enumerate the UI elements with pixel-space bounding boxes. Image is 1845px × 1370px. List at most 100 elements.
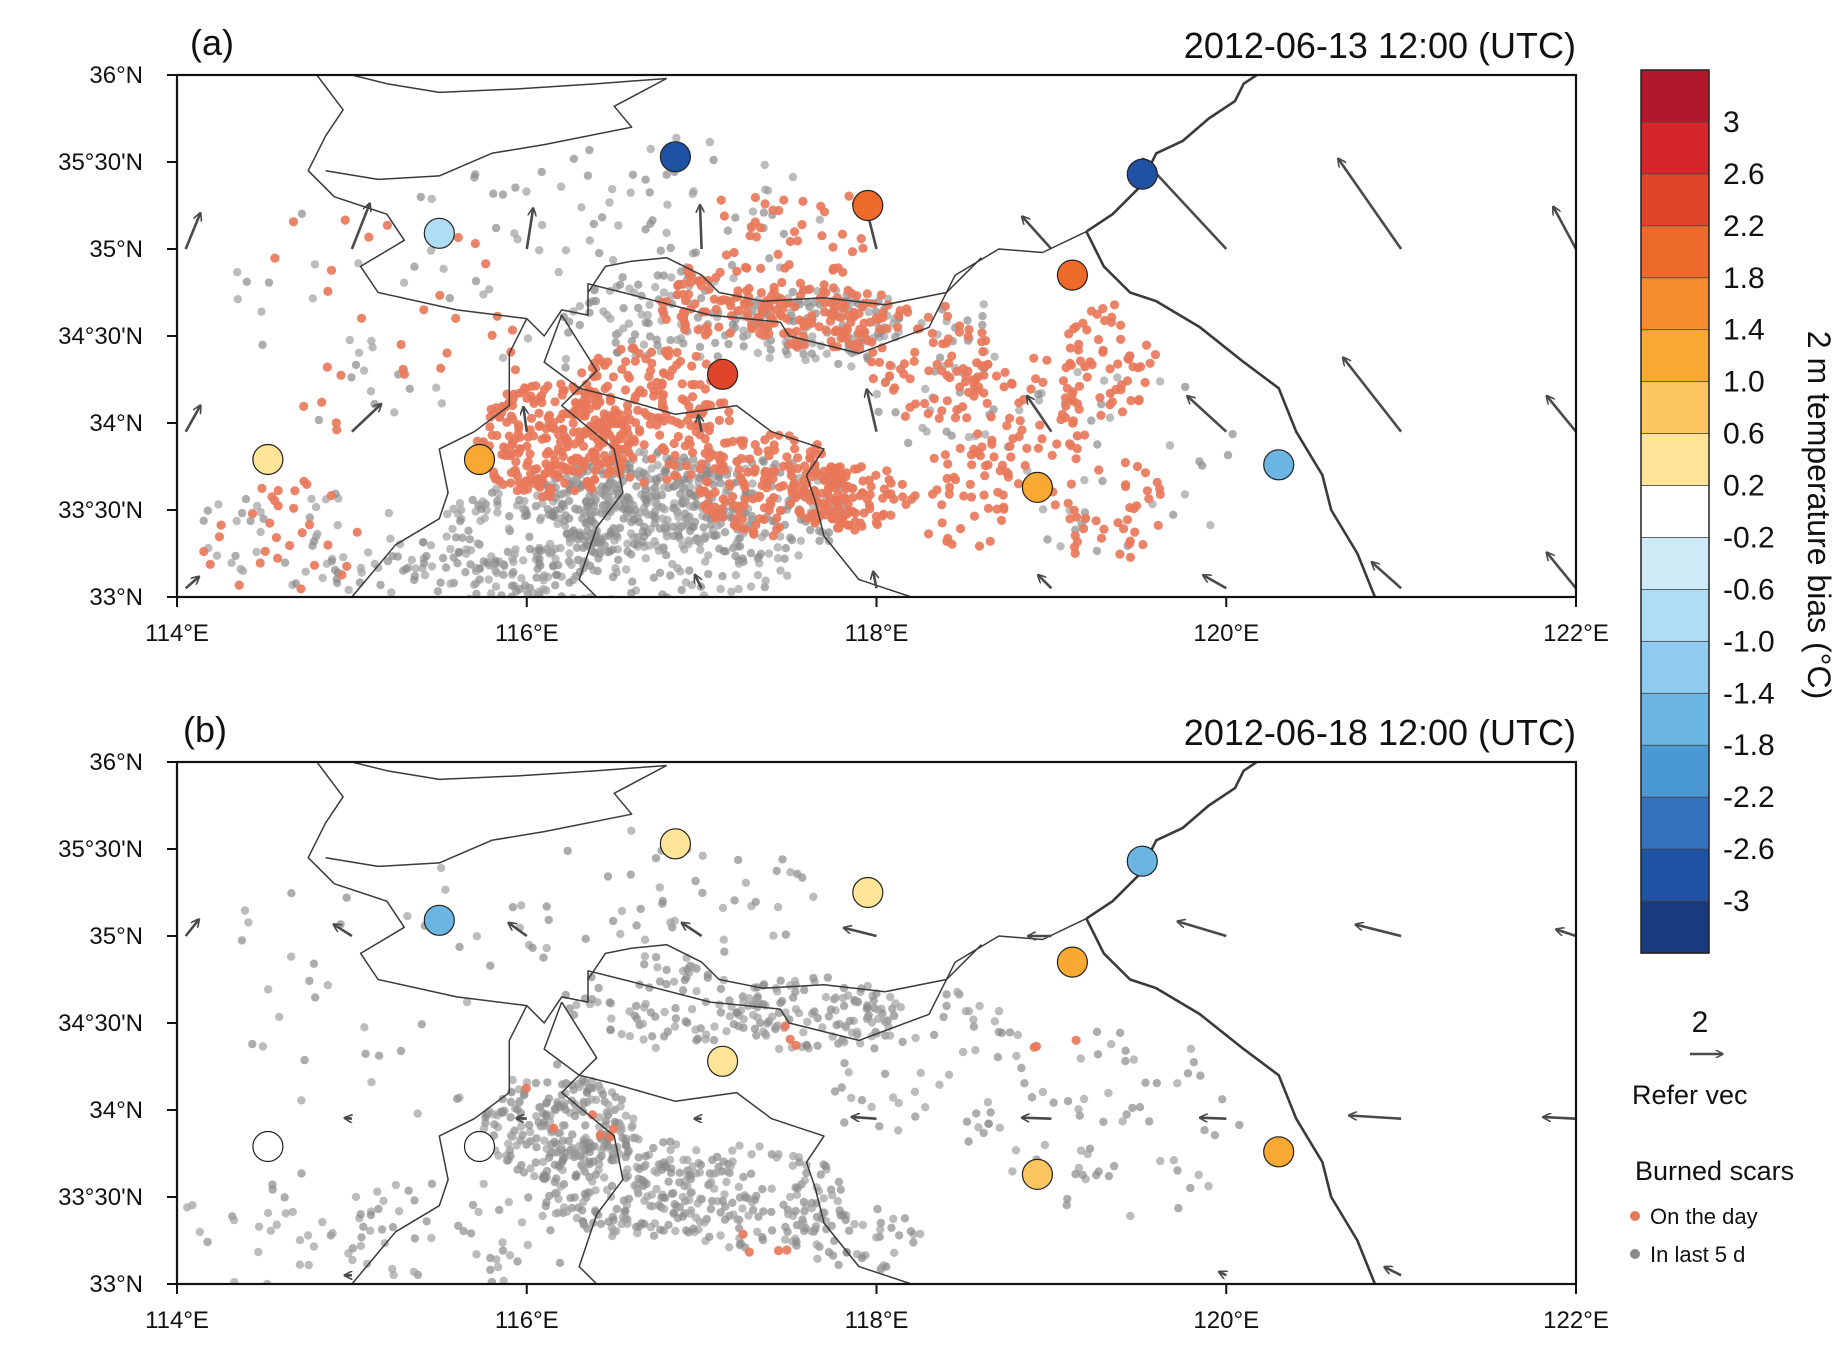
burn-scar-last5d xyxy=(608,1231,617,1241)
burn-scar-today xyxy=(1058,376,1069,386)
burn-scar-last5d xyxy=(264,278,274,287)
burn-scar-today xyxy=(979,388,989,398)
burn-scar-last5d xyxy=(653,461,662,470)
burn-scar-today xyxy=(603,381,613,391)
burn-scar-last5d xyxy=(1204,1181,1213,1191)
burn-scar-last5d xyxy=(639,1003,649,1012)
burn-scar-last5d xyxy=(466,546,476,555)
burn-scar-last5d xyxy=(773,543,782,552)
burn-scar-today xyxy=(487,430,497,440)
burn-scar-today xyxy=(587,394,597,404)
burn-scar-today xyxy=(273,485,283,496)
colorbar-tick-label: 1.0 xyxy=(1723,366,1765,399)
burn-scar-today xyxy=(677,379,687,389)
burn-scar-today xyxy=(506,468,516,478)
burn-scar-last5d xyxy=(203,1237,212,1247)
colorbar-tick-label: -0.2 xyxy=(1723,522,1775,555)
burn-scar-today xyxy=(502,417,512,427)
burn-scar-today xyxy=(989,452,999,462)
wind-vectors-b xyxy=(184,920,1576,1275)
burn-scar-last5d xyxy=(432,383,441,392)
burn-scar-last5d xyxy=(621,1152,630,1162)
burn-scar-today xyxy=(1029,1042,1039,1052)
burn-scar-last5d xyxy=(252,547,261,557)
burn-scar-today xyxy=(1047,450,1057,460)
burn-scar-last5d xyxy=(569,1010,579,1019)
burn-scar-last5d xyxy=(513,235,522,244)
burn-scar-last5d xyxy=(681,578,691,587)
burn-scar-today xyxy=(1122,515,1133,525)
burn-scar-last5d xyxy=(1040,1140,1050,1150)
burn-scar-last5d xyxy=(874,407,883,417)
burn-scar-today xyxy=(690,299,700,309)
burn-scar-today xyxy=(711,272,721,282)
burn-scar-today xyxy=(821,325,831,335)
burn-scar-today xyxy=(1098,347,1108,357)
burn-scar-last5d xyxy=(1092,546,1102,556)
burn-scar-today xyxy=(247,508,258,519)
burn-scar-last5d xyxy=(618,1213,627,1222)
burn-scar-today xyxy=(819,466,829,476)
burn-scar-last5d xyxy=(585,308,594,317)
burn-scar-last5d xyxy=(308,294,317,303)
burn-scar-last5d xyxy=(587,972,596,982)
burn-scar-last5d xyxy=(555,1258,565,1268)
burn-scar-last5d xyxy=(904,438,913,448)
burn-scar-last5d xyxy=(803,298,812,307)
burn-scar-last5d xyxy=(366,387,376,396)
burn-scar-today xyxy=(545,492,555,502)
burn-scar-last5d xyxy=(812,1240,821,1249)
burn-scar-last5d xyxy=(649,573,659,582)
burn-scar-last5d xyxy=(518,1130,527,1140)
burn-scar-last5d xyxy=(891,999,900,1008)
burn-scar-last5d xyxy=(318,573,327,583)
station-marker xyxy=(1263,1136,1295,1168)
burn-scar-last5d xyxy=(681,1017,690,1026)
burn-scar-today xyxy=(436,363,446,373)
burn-scar-last5d xyxy=(242,277,251,286)
burn-scar-last5d xyxy=(241,494,251,504)
burn-scar-last5d xyxy=(479,290,488,299)
burn-scar-today xyxy=(980,471,990,481)
burn-scar-last5d xyxy=(660,1007,669,1017)
burn-scar-last5d xyxy=(629,533,638,542)
burn-scar-last5d xyxy=(537,220,547,230)
burn-scar-last5d xyxy=(781,930,791,939)
burn-scar-last5d xyxy=(659,1138,668,1147)
burn-scar-last5d xyxy=(739,342,748,351)
burn-scar-today xyxy=(703,327,713,337)
burn-scar-today xyxy=(979,490,989,500)
burn-scar-today xyxy=(1140,468,1151,478)
province-border xyxy=(543,314,913,597)
burn-scar-today xyxy=(724,416,735,426)
burn-scar-last5d xyxy=(971,1046,980,1055)
burn-scar-today xyxy=(827,513,837,523)
burn-scar-last5d xyxy=(571,475,581,484)
burn-scar-today xyxy=(848,492,858,503)
burn-scar-last5d xyxy=(844,1068,853,1077)
burn-scar-last5d xyxy=(256,527,265,537)
burn-scar-last5d xyxy=(772,866,781,876)
burn-scar-last5d xyxy=(731,551,740,561)
burn-scar-today xyxy=(625,415,635,425)
burn-scar-last5d xyxy=(539,1118,548,1127)
burn-scar-today xyxy=(750,464,760,474)
burn-scar-last5d xyxy=(559,489,568,498)
burn-scar-last5d xyxy=(1181,382,1190,392)
burn-scar-last5d xyxy=(365,1226,375,1235)
burn-scar-last5d xyxy=(857,1096,867,1105)
burn-scar-last5d xyxy=(823,973,832,982)
burn-scar-today xyxy=(944,358,954,368)
burn-scar-today xyxy=(1116,320,1126,330)
burn-scar-last5d xyxy=(229,1215,239,1225)
burn-scar-today xyxy=(487,330,497,340)
burn-scar-last5d xyxy=(522,187,531,196)
burn-scar-last5d xyxy=(458,533,467,542)
burn-scar-today xyxy=(659,369,669,379)
burn-scar-today xyxy=(1074,404,1084,414)
burn-scar-today xyxy=(802,513,812,523)
burn-scar-last5d xyxy=(1156,1156,1165,1166)
burn-scar-last5d xyxy=(523,1240,532,1250)
burn-scar-last5d xyxy=(595,248,604,258)
burn-scar-today xyxy=(1121,481,1131,492)
